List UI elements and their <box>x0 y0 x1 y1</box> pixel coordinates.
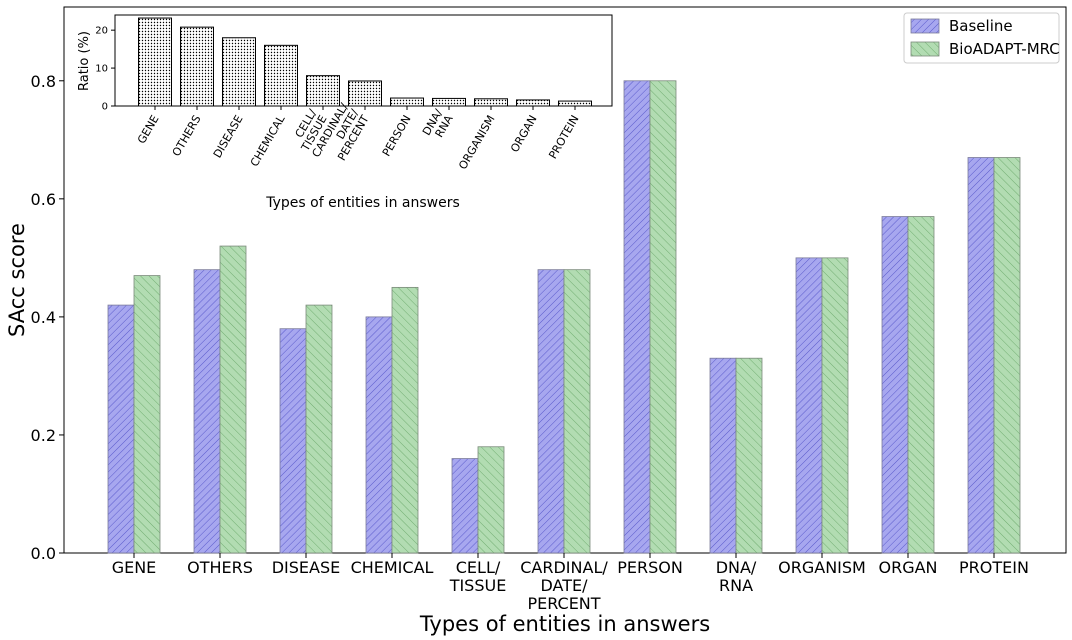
inset-x-tick-label-line: ORGAN <box>508 113 540 155</box>
inset-x-tick-label-line: GENE <box>135 113 162 146</box>
inset-x-tick-label-line: OTHERS <box>170 113 204 159</box>
inset-bar-4 <box>306 75 340 107</box>
legend-swatch-baseline <box>910 18 940 34</box>
inset-bar-9 <box>516 99 550 107</box>
bar-bioadapt-mrc-9 <box>907 216 935 554</box>
x-axis-title: Types of entities in answers <box>419 612 710 636</box>
legend-swatch-bioadapt-mrc <box>910 41 940 57</box>
bar-baseline-6 <box>623 80 651 554</box>
bar-bioadapt-mrc-5 <box>563 269 591 554</box>
bar-baseline-9 <box>881 216 909 554</box>
inset-bar-7 <box>432 97 466 107</box>
x-tick-label: ORGAN <box>878 558 937 577</box>
bar-baseline-4 <box>451 458 479 554</box>
inset-bar-2 <box>222 37 256 107</box>
x-tick-label: ORGANISM <box>778 558 866 577</box>
bar-bioadapt-mrc-10 <box>993 157 1021 554</box>
inset-bar-1 <box>180 26 214 107</box>
legend-label: BioADAPT-MRC <box>949 40 1060 58</box>
inset-bar-6 <box>390 97 424 107</box>
bar-baseline-7 <box>709 357 737 554</box>
y-tick-label: 0.6 <box>31 190 56 209</box>
bar-baseline-1 <box>193 269 221 554</box>
inset-x-tick-label: OTHERS <box>170 113 204 159</box>
inset-y-tick-label: 20 <box>95 26 108 37</box>
y-axis-title: SAcc score <box>5 223 29 337</box>
inset-bar-0 <box>138 17 172 107</box>
inset-x-tick-label: PERSON <box>380 113 414 159</box>
inset-x-tick-label-line: CHEMICAL <box>248 112 288 169</box>
bar-bioadapt-mrc-2 <box>305 304 333 554</box>
inset-y-axis-title: Ratio (%) <box>77 31 92 91</box>
bar-bioadapt-mrc-8 <box>821 257 849 554</box>
bar-baseline-8 <box>795 257 823 554</box>
inset-x-tick-label-line: PERSON <box>380 113 414 159</box>
bar-bioadapt-mrc-6 <box>649 80 677 554</box>
inset-y-tick-label: 10 <box>95 64 108 75</box>
inset-x-tick-label: DISEASE <box>211 113 246 160</box>
inset-x-tick-label: ORGANISM <box>456 113 497 172</box>
bar-bioadapt-mrc-4 <box>477 446 505 554</box>
x-tick-label: PROTEIN <box>959 558 1029 577</box>
inset-y-tick-label: 0 <box>102 102 108 113</box>
bar-baseline-2 <box>279 328 307 554</box>
inset-x-tick-label: PROTEIN <box>546 113 581 161</box>
inset-x-tick-label: CHEMICAL <box>248 112 288 169</box>
bar-baseline-3 <box>365 316 393 554</box>
x-tick-label: CHEMICAL <box>351 558 434 577</box>
x-tick-label: GENE <box>112 558 157 577</box>
x-tick-label: OTHERS <box>187 558 253 577</box>
x-tick-label: CARDINAL/ <box>520 558 608 577</box>
x-tick-label: PERCENT <box>527 594 600 613</box>
y-tick-label: 0.2 <box>31 426 56 445</box>
inset-x-tick-label: DNA/RNA <box>420 107 456 144</box>
bar-bioadapt-mrc-3 <box>391 286 419 554</box>
bar-bioadapt-mrc-7 <box>735 357 763 554</box>
inset-x-axis-title: Types of entities in answers <box>265 195 460 211</box>
x-tick-label: DATE/ <box>540 576 588 595</box>
inset-bar-3 <box>264 44 298 107</box>
bar-bioadapt-mrc-1 <box>219 245 247 554</box>
y-tick-label: 0.0 <box>31 544 56 563</box>
inset-x-tick-label: CARDINAL/DATE/PERCENT <box>309 101 371 172</box>
inset-x-tick-label-line: PROTEIN <box>546 113 581 161</box>
inset-bar-10 <box>558 100 592 107</box>
inset-x-tick-label: ORGAN <box>508 113 540 155</box>
inset-x-tick-label-line: ORGANISM <box>456 113 497 172</box>
inset-x-tick-label: GENE <box>135 113 162 146</box>
x-tick-label: DNA/ <box>716 558 757 577</box>
x-tick-label: TISSUE <box>449 576 507 595</box>
bar-baseline-5 <box>537 269 565 554</box>
legend-box <box>903 12 1060 64</box>
x-tick-label: CELL/ <box>456 558 501 577</box>
inset-bar-8 <box>474 98 508 107</box>
inset-x-tick-label-line: DISEASE <box>211 113 246 160</box>
bar-bioadapt-mrc-0 <box>133 275 161 554</box>
legend: Baseline BioADAPT-MRC <box>903 12 1060 64</box>
x-tick-label: DISEASE <box>272 558 341 577</box>
y-tick-label: 0.4 <box>31 308 56 327</box>
x-tick-label: RNA <box>719 576 753 595</box>
inset-bar-5 <box>348 80 382 107</box>
bar-baseline-0 <box>107 304 135 554</box>
x-tick-label: PERSON <box>617 558 683 577</box>
y-tick-label: 0.8 <box>31 72 56 91</box>
bar-baseline-10 <box>967 157 995 554</box>
legend-label: Baseline <box>949 17 1013 35</box>
